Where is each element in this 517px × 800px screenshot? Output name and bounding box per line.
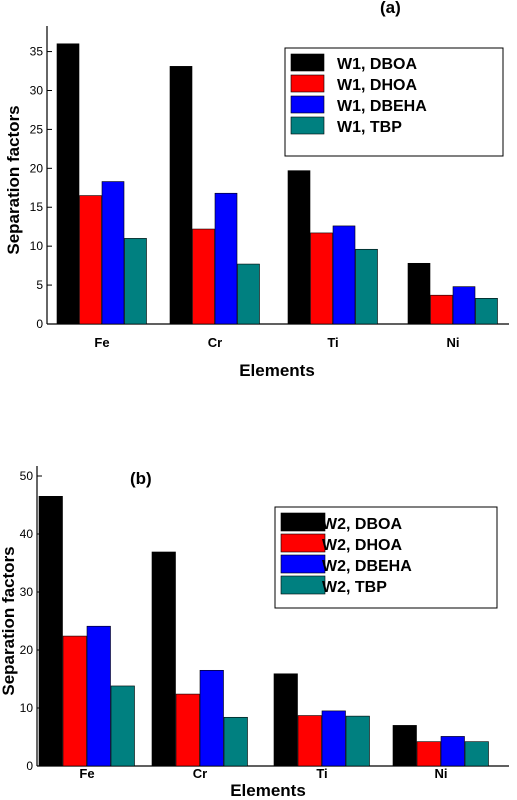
bar-ni-series-1 [392,725,417,767]
category-label: Cr [193,766,207,781]
bar-cr-series-4 [223,716,248,767]
category-label: Cr [208,335,222,350]
bar-fe-series-2 [79,195,102,325]
bar-fe-series-4 [124,238,147,325]
y-tick-label: 40 [20,527,34,541]
legend-swatch [280,554,326,574]
bar-fe-series-2 [62,635,87,767]
bar-ti-series-4 [355,248,378,325]
legend-entry-label: W1, DHOA [337,77,417,94]
legend-swatch [290,95,325,114]
legend-entry-label: W2, DBOA [322,516,402,533]
bar-ni-series-3 [440,736,465,767]
y-axis-title: Separation factors [0,546,18,695]
legend-entry-label: W1, DBEHA [337,98,427,115]
legend-entry-label: W2, DHOA [322,537,402,554]
bar-cr-series-3 [199,669,224,767]
bar-ti-series-1 [287,170,311,325]
bar-ti-series-3 [332,225,356,325]
y-tick-label: 0 [26,759,33,773]
bar-ni-series-3 [452,286,476,325]
y-tick-label: 30 [30,83,44,97]
category-label: Ni [447,335,460,350]
bar-cr-series-3 [214,192,238,325]
y-tick-label: 35 [30,45,44,59]
bar-fe-series-1 [38,495,63,767]
bar-cr-series-1 [169,66,193,325]
category-label: Ni [435,766,448,781]
legend-entry-label: W2, DBEHA [322,558,412,575]
y-tick-label: 10 [30,239,44,253]
y-tick-label: 15 [30,200,44,214]
bar-fe-series-3 [86,625,111,767]
legend-swatch [290,74,325,93]
bar-ni-series-4 [464,741,489,767]
legend-entry-label: W1, DBOA [337,56,417,73]
legend-swatch [290,53,325,72]
chart-panel-b: 0 10 20 30 40 50 Fe Cr Ti Ni (b) Elements Separation… [0,466,509,800]
bar-cr-series-4 [237,263,260,325]
category-label: Fe [94,335,109,350]
bar-ni-series-2 [430,294,453,325]
legend: W2, DBOA W2, DHOA W2, DBEHA W2, TBP [274,506,498,609]
legend-entry-label: W2, TBP [322,579,387,596]
y-axis-title: Separation factors [4,105,23,254]
category-label: Fe [79,766,94,781]
x-axis-title: Elements [239,361,315,380]
x-axis-title: Elements [230,781,306,800]
y-tick-label: 10 [20,701,34,715]
bar-ti-series-3 [321,710,346,767]
legend: W1, DBOA W1, DHOA W1, DBEHA W1, TBP [284,47,504,157]
y-tick-label: 20 [20,643,34,657]
bar-fe-series-1 [56,43,80,325]
bar-cr-series-2 [192,228,215,325]
bar-fe-series-3 [101,181,125,325]
category-label: Ti [316,766,327,781]
panel-label: (b) [130,469,152,488]
chart-panel-a: 0 5 10 15 20 25 30 35 Fe Cr Ti Ni (a) Elements Separat… [4,0,509,380]
bar-cr-series-2 [175,693,200,767]
bar-ni-series-4 [475,298,498,325]
bar-ti-series-2 [297,715,322,767]
legend-swatch [280,512,326,532]
bar-ti-series-1 [273,673,298,767]
y-tick-label: 25 [30,122,44,136]
legend-swatch [290,116,325,135]
y-tick-label: 30 [20,585,34,599]
bar-ni-series-1 [407,262,431,325]
panel-label: (a) [380,0,401,17]
legend-entry-label: W1, TBP [337,119,402,136]
bar-cr-series-1 [151,551,176,767]
legend-swatch [280,575,326,595]
y-tick-label: 50 [20,469,34,483]
category-label: Ti [327,335,338,350]
bar-ti-series-2 [310,232,333,325]
legend-swatch [280,533,326,553]
bar-ni-series-2 [416,741,441,767]
y-tick-label: 20 [30,161,44,175]
y-tick-label: 5 [36,278,43,292]
y-tick-label: 0 [36,317,43,331]
bar-ti-series-4 [345,715,370,767]
bar-fe-series-4 [110,685,135,767]
